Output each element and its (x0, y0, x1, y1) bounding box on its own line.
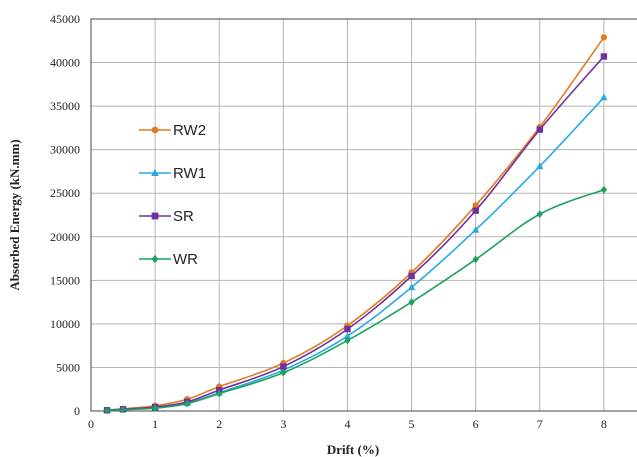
series-layer (103, 34, 608, 415)
data-point (536, 126, 543, 133)
y-tick-label: 45000 (50, 12, 80, 26)
y-tick-label: 0 (74, 404, 80, 418)
x-tick-label: 7 (537, 417, 543, 431)
x-tick-label: 5 (409, 417, 415, 431)
data-point (472, 255, 479, 264)
legend-marker (151, 212, 159, 220)
legend-label: RW2 (173, 122, 206, 139)
y-tick-label: 30000 (50, 143, 80, 157)
y-tick-label: 35000 (50, 99, 80, 113)
legend-label: RW1 (173, 165, 206, 182)
data-point (183, 399, 191, 408)
series-line (106, 55, 605, 412)
data-point (600, 53, 608, 60)
data-point (472, 207, 479, 214)
y-tick-label: 5000 (56, 360, 80, 374)
data-point (343, 332, 352, 339)
series-wr (103, 185, 608, 415)
x-tick-label: 2 (216, 417, 222, 431)
y-axis-title: Absorbed Energy (kN.mm) (7, 139, 22, 290)
data-point (103, 406, 111, 415)
x-tick-label: 6 (473, 417, 479, 431)
data-point (119, 405, 127, 414)
series-line (106, 188, 605, 412)
y-tick-label: 40000 (50, 56, 80, 70)
x-tick-label: 4 (344, 417, 350, 431)
legend-item-wr: WR (139, 251, 198, 268)
legend-label: WR (173, 251, 198, 268)
data-point (408, 272, 415, 280)
x-tick-label: 3 (280, 417, 286, 431)
y-tick-label: 10000 (50, 317, 80, 331)
x-axis-title: Drift (%) (327, 442, 379, 457)
data-point (216, 389, 223, 398)
grid-lines (90, 18, 637, 412)
y-tick-label: 20000 (50, 230, 80, 244)
legend-marker (151, 126, 159, 134)
data-point (280, 363, 287, 370)
data-point (600, 93, 608, 101)
data-point (536, 210, 543, 218)
data-point (600, 185, 608, 194)
legend-item-rw1: RW1 (139, 165, 206, 182)
data-point (407, 283, 416, 291)
plot-frame (90, 18, 637, 412)
series-sr (103, 53, 608, 414)
legend-item-rw2: RW2 (139, 122, 206, 139)
x-tick-label: 8 (601, 417, 607, 431)
data-point (280, 368, 287, 377)
data-point (536, 162, 544, 170)
data-point (408, 298, 415, 306)
axis-ticks: 0123456789050001000015000200002500030000… (50, 12, 607, 431)
legend-item-sr: SR (139, 208, 194, 225)
legend-marker (151, 168, 159, 177)
data-point (151, 404, 159, 412)
x-tick-label: 0 (88, 417, 94, 431)
legend: RW2 RW1 SR WR (139, 122, 206, 268)
y-tick-label: 15000 (50, 273, 80, 287)
legend-label: SR (173, 208, 194, 225)
data-point (344, 336, 351, 345)
data-point (472, 202, 479, 209)
x-tick-label: 1 (152, 417, 158, 431)
y-tick-label: 25000 (50, 186, 80, 200)
data-point (344, 325, 351, 333)
legend-marker (151, 254, 159, 264)
data-point (600, 34, 608, 41)
data-point (471, 225, 480, 233)
